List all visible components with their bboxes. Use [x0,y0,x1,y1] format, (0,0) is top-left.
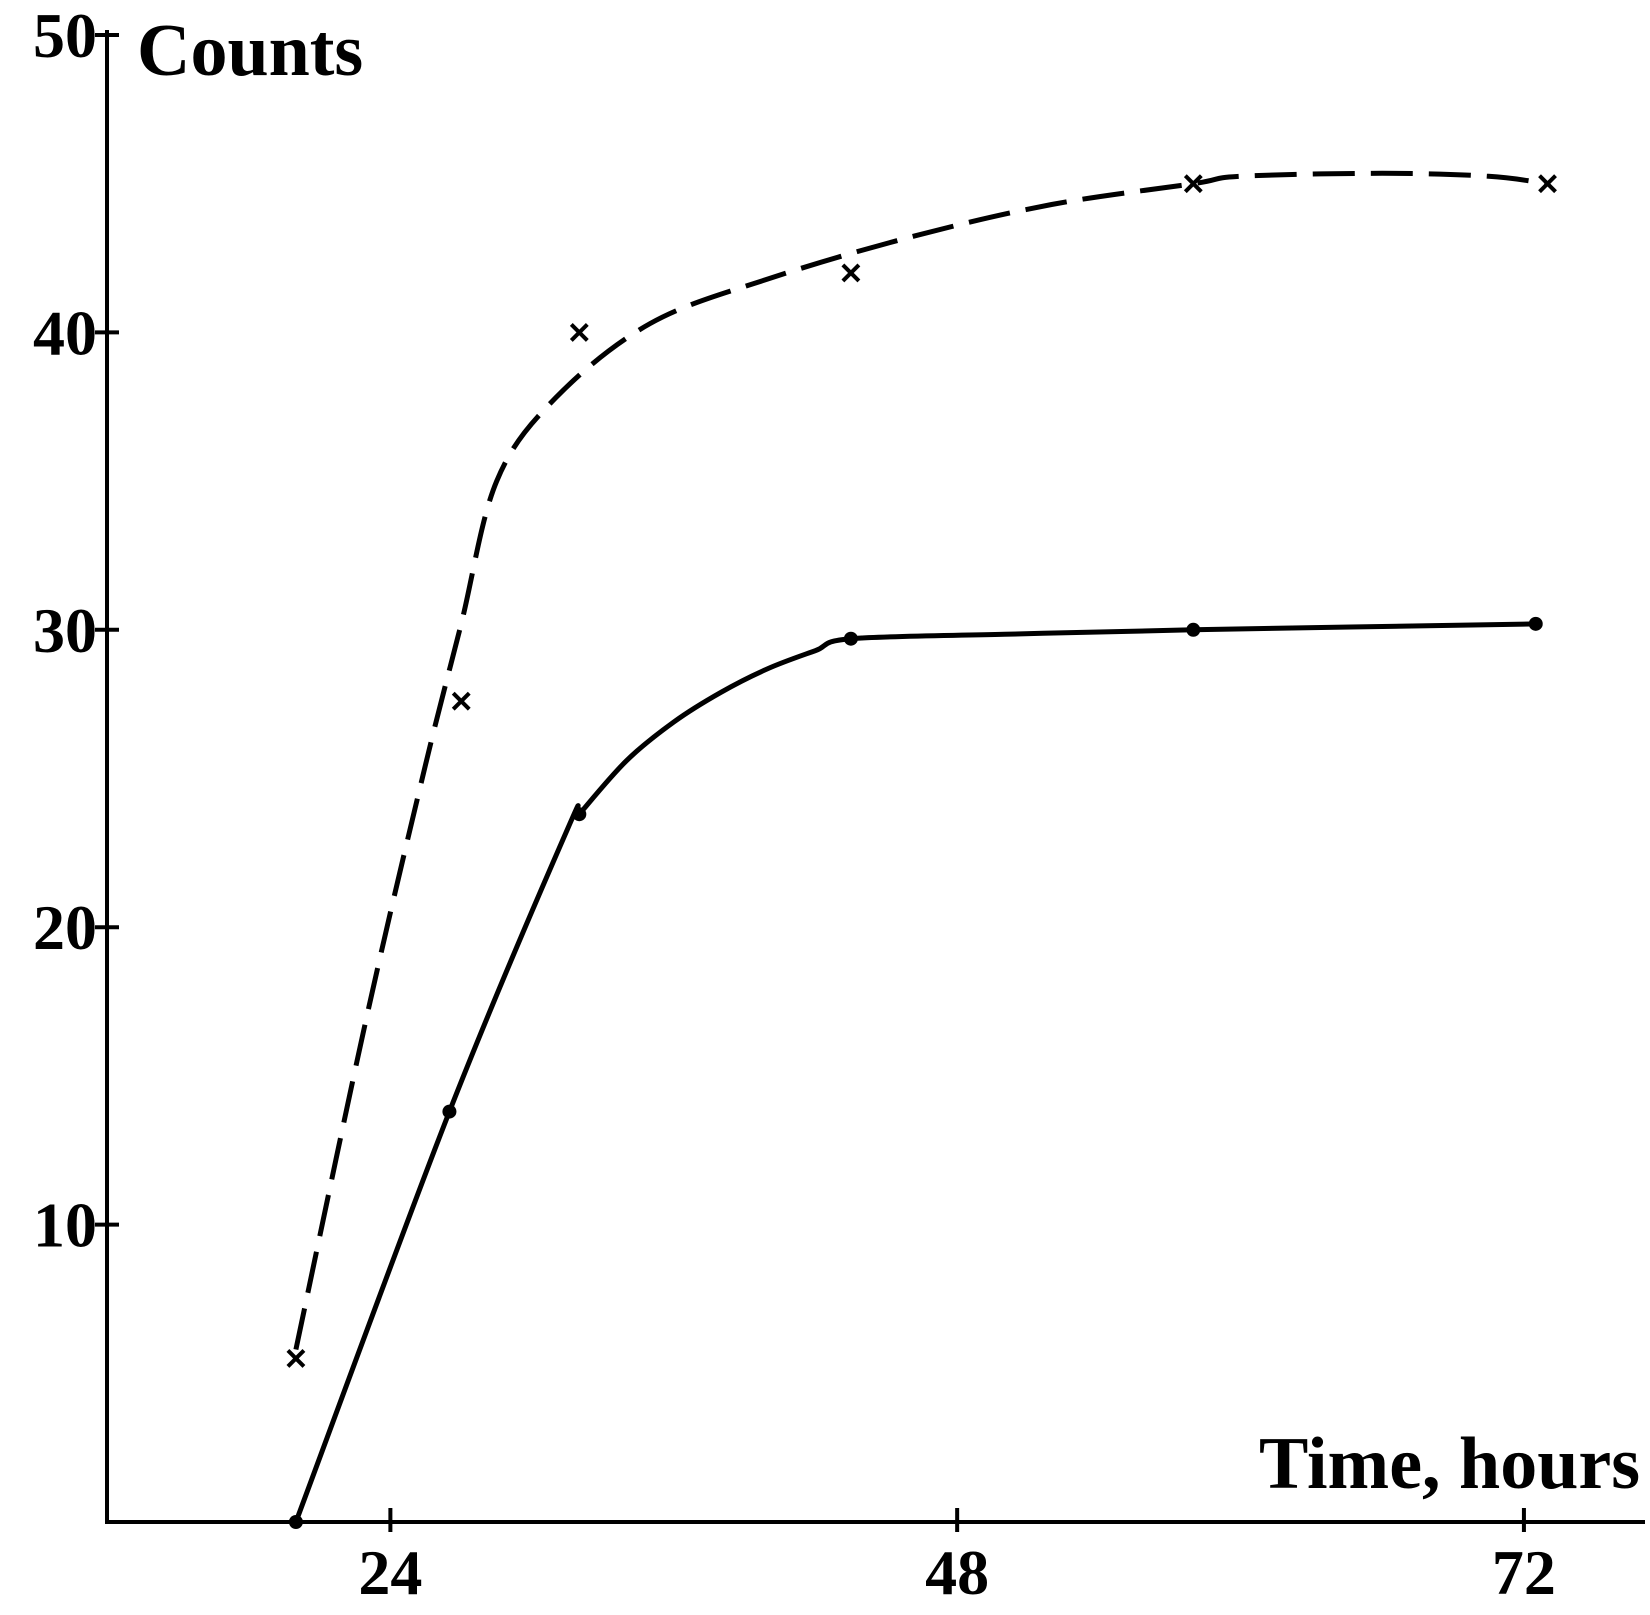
series-1-point-5 [1528,616,1543,631]
y-tick-label-20: 20 [33,892,97,963]
axes [105,30,1645,1524]
curves [293,170,1548,1523]
x-marker-stroke [1538,174,1557,194]
markers [286,174,1557,1529]
series-1-point-3 [843,631,858,646]
y-axis-title: Counts [137,10,363,92]
x-axis-title: Time, hours [1259,1423,1640,1505]
x-marker-stroke [569,322,589,342]
x-marker-stroke [286,1349,306,1368]
series-1-point-4 [1186,622,1201,637]
x-tick-label-24: 24 [358,1537,422,1608]
x-marker-stroke [841,263,861,283]
series-1-point-0 [288,1515,303,1529]
series-0-line [293,170,1548,1351]
y-tick-label-50: 50 [33,0,97,71]
y-tick-label-10: 10 [33,1190,97,1261]
series-0-point-5 [1538,174,1557,194]
x-marker-stroke [1183,174,1203,194]
x-marker-stroke [451,691,471,711]
x-tick-label-48: 48 [925,1537,989,1608]
series-0-point-1 [451,691,471,711]
series-0-point-2 [569,322,589,342]
ticks: 10 20 30 40 50 24 48 72 [33,0,1556,1608]
series-0-point-0 [286,1349,306,1368]
x-tick-label-72: 72 [1492,1537,1556,1608]
series-1-line [293,621,1536,1523]
series-0-point-3 [841,263,861,283]
series-0-point-4 [1183,174,1203,194]
y-tick-label-40: 40 [33,297,97,368]
y-tick-label-30: 30 [33,595,97,666]
series-1-point-1 [442,1104,457,1119]
series-1-point-2 [572,807,587,822]
